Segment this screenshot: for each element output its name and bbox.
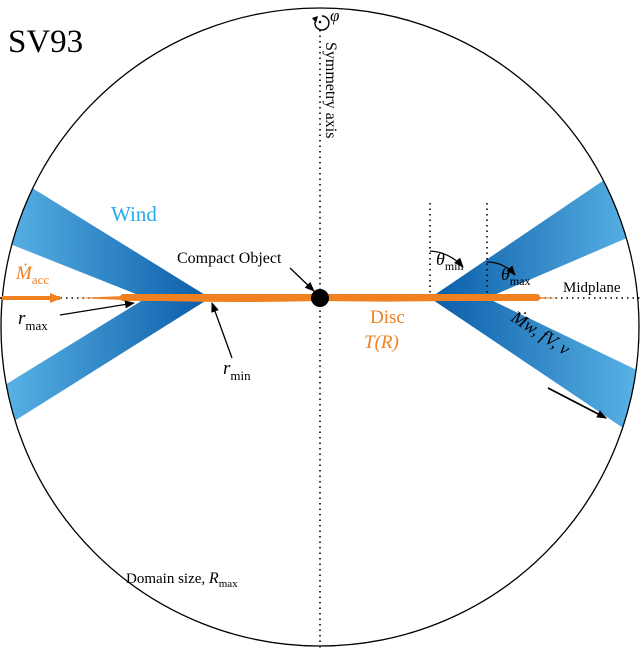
domain-size-label: Domain size, Rmax — [126, 570, 238, 590]
disc-temperature-label: T(R) — [364, 332, 399, 353]
phi-label: φ — [330, 6, 339, 25]
r-max-pointer — [59, 300, 135, 316]
theta-max-label: θmax — [501, 264, 531, 288]
r-min-label: rmin — [223, 358, 251, 383]
mdot-acc-label: Ṁacc — [15, 263, 49, 287]
midplane-label: Midplane — [563, 280, 621, 296]
figure-title: SV93 — [8, 24, 83, 60]
disc-label: Disc — [370, 307, 405, 328]
r-min-pointer — [211, 302, 233, 359]
theta-max-arc — [486, 261, 516, 276]
compact-object-pointer — [289, 267, 315, 292]
compact-object-dot — [311, 289, 329, 307]
theta-min-label: θmin — [436, 249, 464, 273]
rotation-icon — [312, 15, 330, 31]
wind-velocity-arrow — [547, 387, 607, 419]
wind-cone-upper-right — [430, 155, 639, 298]
compact-object-label: Compact Object — [177, 250, 282, 267]
wind-cone-lower-left — [1, 298, 210, 430]
wind-cone-upper-left — [1, 168, 210, 298]
theta-min-arc — [429, 250, 464, 268]
wind-cones — [1, 155, 639, 440]
accretion-disc-core — [120, 294, 540, 301]
wind-cone-lower-right — [430, 298, 639, 440]
r-max-label: rmax — [18, 308, 48, 333]
symmetry-axis-label: Symmetry axis — [322, 42, 339, 138]
wind-label: Wind — [111, 202, 157, 226]
